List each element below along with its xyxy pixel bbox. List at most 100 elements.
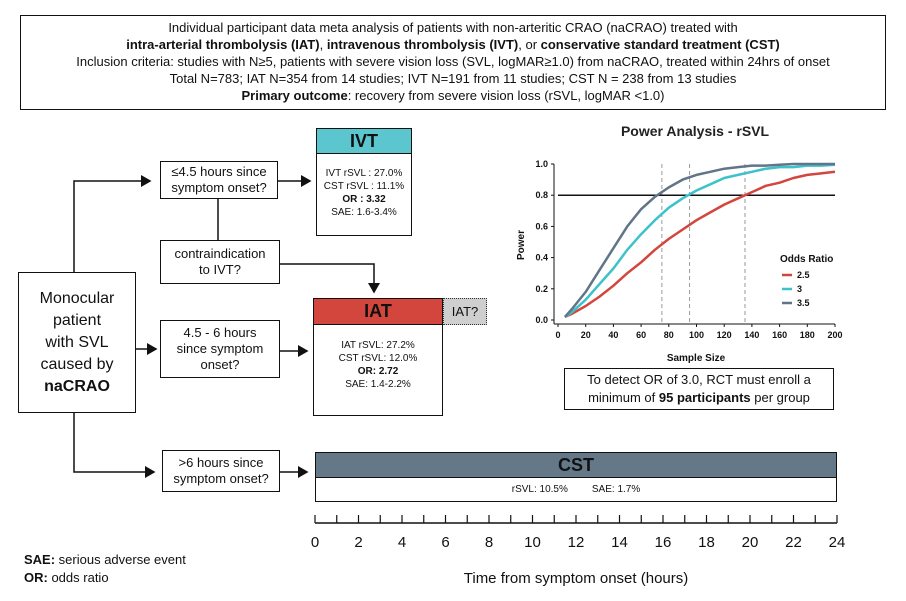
question-text: since symptom xyxy=(176,341,264,356)
power-series-or-3 xyxy=(564,163,836,318)
question-text: contraindication xyxy=(174,246,266,261)
footnote-sae: SAE: serious adverse event xyxy=(24,551,186,569)
y-tick-label: 0.4 xyxy=(535,253,548,263)
cst-rsvl: rSVL: 10.5% xyxy=(511,484,568,495)
patient-condition: naCRAO xyxy=(44,377,110,395)
header-line-5: Primary outcome: recovery from severe vi… xyxy=(21,87,885,104)
power-note-text: per group xyxy=(750,390,810,405)
x-tick-label: 180 xyxy=(800,330,815,340)
y-tick-label: 0.6 xyxy=(535,221,548,231)
ivt-sae: SAE: 1.6-3.4% xyxy=(331,207,397,218)
cst-sae: SAE: 1.7% xyxy=(591,484,641,495)
time-axis-tick-label: 0 xyxy=(311,534,319,551)
time-axis-tick-label: 24 xyxy=(829,534,846,551)
cst-term: conservative standard treatment (CST) xyxy=(540,37,780,52)
x-tick-label: 140 xyxy=(744,330,759,340)
question-within-4-5-hours: ≤4.5 hours since symptom onset? xyxy=(160,161,278,199)
patient-line: Monocular xyxy=(39,289,115,307)
y-tick-label: 1.0 xyxy=(535,159,548,169)
question-4-5-to-6-hours: 4.5 - 6 hours since symptom onset? xyxy=(160,320,280,378)
legend-title: Odds Ratio xyxy=(780,254,833,265)
or-label: OR: xyxy=(357,366,377,377)
time-axis-tick-label: 8 xyxy=(485,534,493,551)
time-axis-tick-label: 16 xyxy=(655,534,672,551)
iat-rsvl: IAT rSVL: 27.2% xyxy=(341,340,415,351)
time-axis-tick-label: 20 xyxy=(742,534,759,551)
question-contraindication: contraindication to IVT? xyxy=(160,240,280,284)
iat-title: IAT xyxy=(314,299,442,325)
y-tick-label: 0.8 xyxy=(535,190,548,200)
question-text: >6 hours since xyxy=(178,455,264,470)
question-text: symptom onset? xyxy=(173,471,269,486)
power-note-box: To detect OR of 3.0, RCT must enroll a m… xyxy=(564,368,834,410)
ivt-odds-ratio: OR : 3.32 xyxy=(342,194,386,205)
header-line-1: Individual participant data meta analysi… xyxy=(168,20,738,35)
time-axis-tick-label: 2 xyxy=(354,534,362,551)
study-description-box: Individual participant data meta analysi… xyxy=(20,15,886,110)
power-series-or-3-5 xyxy=(563,162,835,318)
time-axis-tick-label: 10 xyxy=(524,534,541,551)
power-note-emphasis: 95 participants xyxy=(658,390,751,405)
header-line-4: Total N=783; IAT N=354 from 14 studies; … xyxy=(169,71,737,86)
patient-line: with SVL xyxy=(45,333,109,351)
cst-title: CST xyxy=(316,453,836,478)
question-text: 4.5 - 6 hours xyxy=(183,325,257,340)
patient-line: patient xyxy=(52,311,102,329)
question-text: onset? xyxy=(200,357,240,372)
iat-cst-rsvl: CST rSVL: 12.0% xyxy=(338,353,418,364)
question-text: to IVT? xyxy=(199,262,241,277)
power-analysis-chart: Power Analysis - rSVL Power Sample Size … xyxy=(516,123,843,364)
iat-odds-ratio: OR: 2.72 xyxy=(314,365,442,378)
time-axis-tick-label: 6 xyxy=(441,534,449,551)
time-axis-tick-label: 18 xyxy=(698,534,715,551)
time-axis-tick-label: 12 xyxy=(568,534,585,551)
header-line-2: intra-arterial thrombolysis (IAT), intra… xyxy=(21,36,885,53)
patient-box: Monocular patient with SVL caused by naC… xyxy=(18,272,136,413)
x-tick-label: 200 xyxy=(827,330,842,340)
y-axis-label: Power xyxy=(516,230,527,260)
y-tick-label: 0.0 xyxy=(535,315,548,325)
iat-box: IAT IAT rSVL: 27.2% CST rSVL: 12.0% OR: … xyxy=(313,298,443,416)
ivt-cst-rsvl: CST rSVL : 11.1% xyxy=(323,181,405,192)
iat-term: intra-arterial thrombolysis (IAT) xyxy=(126,37,320,52)
footnote-label: SAE: xyxy=(24,552,56,567)
ivt-stats: IVT rSVL : 27.0% CST rSVL : 11.1% OR : 3… xyxy=(317,154,411,219)
primary-outcome-label: Primary outcome xyxy=(241,88,348,103)
time-axis-label: Time from symptom onset (hours) xyxy=(464,570,689,587)
legend-label: 3 xyxy=(797,284,802,294)
patient-line: caused by xyxy=(40,355,114,373)
power-series-or-2-5 xyxy=(564,170,836,319)
header-line-3: Inclusion criteria: studies with N≥5, pa… xyxy=(76,54,830,69)
ivt-term: intravenous thrombolysis (IVT) xyxy=(326,37,519,52)
x-tick-label: 120 xyxy=(717,330,732,340)
cst-box: CST rSVL: 10.5% SAE: 1.7% xyxy=(315,452,837,502)
x-tick-label: 160 xyxy=(772,330,787,340)
footnote-text: serious adverse event xyxy=(55,552,186,567)
power-note-text: minimum of xyxy=(588,390,659,405)
ivt-rsvl: IVT rSVL : 27.0% xyxy=(325,168,403,179)
question-text: symptom onset? xyxy=(171,180,267,195)
primary-outcome-text: : recovery from severe vision loss (rSVL… xyxy=(347,88,665,103)
separator: , or xyxy=(518,37,541,52)
time-axis: 0 2 4 6 8 10 12 14 16 18 20 22 24 Time from symptom … xyxy=(311,515,846,587)
iat-sae: SAE: 1.4-2.2% xyxy=(345,379,411,390)
x-tick-label: 0 xyxy=(555,330,560,340)
x-tick-label: 100 xyxy=(689,330,704,340)
x-tick-label: 20 xyxy=(581,330,591,340)
time-axis-tick-label: 4 xyxy=(398,534,406,551)
x-tick-label: 80 xyxy=(664,330,674,340)
or-value: 2.72 xyxy=(378,366,399,377)
footnote-text: odds ratio xyxy=(47,570,109,585)
iat-stats: IAT rSVL: 27.2% CST rSVL: 12.0% OR: 2.72… xyxy=(314,325,442,391)
x-tick-label: 40 xyxy=(608,330,618,340)
question-over-6-hours: >6 hours since symptom onset? xyxy=(162,450,280,492)
footnotes: SAE: serious adverse event OR: odds rati… xyxy=(24,551,186,587)
power-note-line: minimum of 95 participants per group xyxy=(588,389,810,407)
power-note-line: To detect OR of 3.0, RCT must enroll a xyxy=(587,372,811,387)
iat-uncertain-box: IAT? xyxy=(443,298,487,325)
ivt-box: IVT IVT rSVL : 27.0% CST rSVL : 11.1% OR… xyxy=(316,128,412,236)
separator: , xyxy=(319,37,327,52)
footnote-or: OR: odds ratio xyxy=(24,569,186,587)
time-axis-tick-label: 14 xyxy=(611,534,628,551)
